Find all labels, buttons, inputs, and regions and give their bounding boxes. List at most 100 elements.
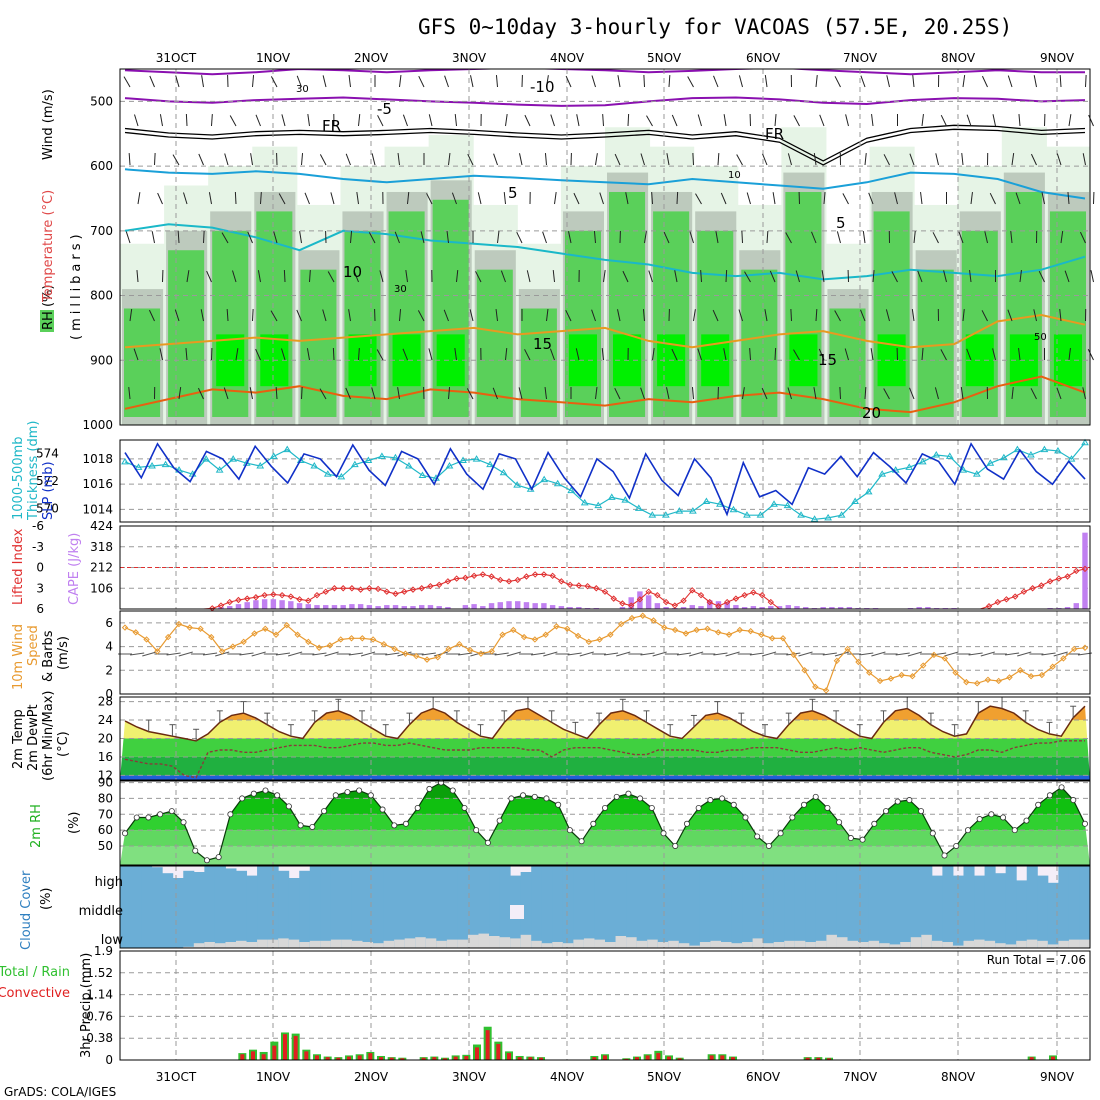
- cloud-low-bar: [1037, 924, 1049, 948]
- wind-barb: [1068, 348, 1071, 361]
- lifted-index-point: [1011, 593, 1019, 600]
- cloud-low-fill: [699, 942, 711, 948]
- wind-barb: [815, 75, 818, 88]
- rh-point: [402, 820, 409, 827]
- thickness-point: [499, 468, 508, 476]
- wind-barb: [769, 270, 776, 283]
- wind-barb: [524, 349, 531, 361]
- wind-barb: [1011, 153, 1015, 166]
- wind-barb: [811, 231, 817, 244]
- cloud-high-bar: [1079, 866, 1091, 890]
- wind-barb: [860, 75, 866, 88]
- wind-barb: [912, 75, 915, 88]
- rh-point: [262, 787, 269, 794]
- wind-barb: [495, 309, 498, 322]
- thickness-point: [729, 505, 738, 513]
- wind-speed-point: [919, 662, 927, 669]
- wind-barb: [247, 231, 253, 244]
- wind-barb: [614, 387, 621, 400]
- wind-speed-point: [477, 650, 485, 657]
- wind-barb: [273, 231, 278, 244]
- wind-barb: [762, 153, 768, 166]
- wind-barb: [1018, 348, 1021, 361]
- thickness-point: [648, 511, 657, 518]
- temp-tick-label: 12: [98, 768, 113, 782]
- cloud-low-bar: [257, 924, 269, 948]
- cloud-middle-bar: [1058, 890, 1070, 924]
- cape-bar: [925, 607, 931, 609]
- wind-barb: [454, 114, 457, 127]
- date-label-top: 1NOV: [256, 51, 291, 65]
- wind-barb: [958, 231, 964, 244]
- cloud-high-bar: [383, 866, 395, 890]
- cloud-high-bar: [499, 866, 511, 890]
- cloud-high-bar: [246, 875, 258, 890]
- wind-barb: [229, 115, 237, 127]
- cloud-low-bar: [510, 924, 522, 948]
- wind-barb: [330, 192, 335, 205]
- wind-speed-point: [208, 633, 215, 641]
- wind-speed-point: [197, 625, 204, 632]
- lifted-index-point: [662, 598, 670, 606]
- date-label-bottom: 1NOV: [256, 1070, 291, 1084]
- wind-barb: [448, 153, 451, 166]
- lifted-index-point: [531, 571, 539, 578]
- wind-barb: [232, 270, 237, 283]
- wind-barb: [1067, 192, 1070, 205]
- wind-speed-point: [855, 658, 862, 666]
- cloud-low-bar: [562, 924, 574, 948]
- cloud-high-bar: [963, 866, 975, 890]
- wind-barb: [738, 75, 743, 88]
- cloud-high-bar: [826, 866, 838, 890]
- cloud-low-fill: [299, 942, 311, 948]
- contour-label: 10: [728, 170, 741, 181]
- cloud-high-bar: [288, 878, 300, 890]
- cloud-low-bar: [341, 924, 353, 948]
- cloud-middle-bar: [836, 890, 848, 924]
- wind-barb: [133, 348, 139, 361]
- run-total-label: Run Total = 7.06: [987, 953, 1086, 967]
- rh-point: [239, 795, 246, 802]
- cloud-middle-bar: [246, 890, 258, 924]
- thickness-point: [202, 455, 211, 462]
- thickness-point: [661, 511, 670, 518]
- wind-barb: [281, 348, 286, 361]
- wind-speed-point: [315, 644, 323, 651]
- wind-barb: [345, 387, 351, 400]
- wind-barb: [301, 153, 304, 166]
- date-label-top: 2NOV: [354, 51, 389, 65]
- cloud-low-fill: [1047, 944, 1059, 948]
- rh-point: [836, 819, 843, 826]
- wind-barb: [174, 309, 180, 322]
- rh-point: [426, 785, 433, 792]
- lifted-index-point: [435, 581, 443, 588]
- wind-label-3: & Barbs: [41, 630, 56, 682]
- wind-speed-point: [272, 631, 280, 638]
- wind-barb: [720, 192, 727, 205]
- cloud-low-fill: [657, 942, 669, 948]
- wind-speed-point: [218, 648, 226, 655]
- precip-convective-bar: [709, 1055, 714, 1060]
- lifted-index-point: [296, 596, 303, 603]
- cape-bar: [392, 605, 399, 609]
- rh-point: [859, 836, 866, 843]
- temp-label-3: (6hr Min/Max): [41, 691, 56, 781]
- contour-label: 30: [394, 284, 407, 295]
- wind-speed-point: [984, 676, 992, 683]
- lifted-index-point: [217, 602, 225, 609]
- wind-barb: [306, 348, 310, 361]
- cloud-middle-bar: [900, 890, 912, 924]
- wind-barb: [1090, 270, 1094, 283]
- wind-side-labels: 10m Wind Speed & Barbs (m/s): [11, 624, 71, 690]
- cloud-high-bar: [446, 866, 458, 890]
- cape-bar: [663, 607, 669, 609]
- precip-convective-bar: [251, 1051, 255, 1060]
- wind-barb: [591, 75, 596, 88]
- rh-band-group: [120, 782, 1090, 865]
- wind-barb: [741, 230, 743, 244]
- lifted-index-point: [392, 590, 399, 597]
- wind-barb: [223, 387, 229, 400]
- thickness-point: [405, 461, 413, 469]
- cloud-middle-bar: [699, 890, 711, 924]
- thickness-point: [905, 463, 914, 470]
